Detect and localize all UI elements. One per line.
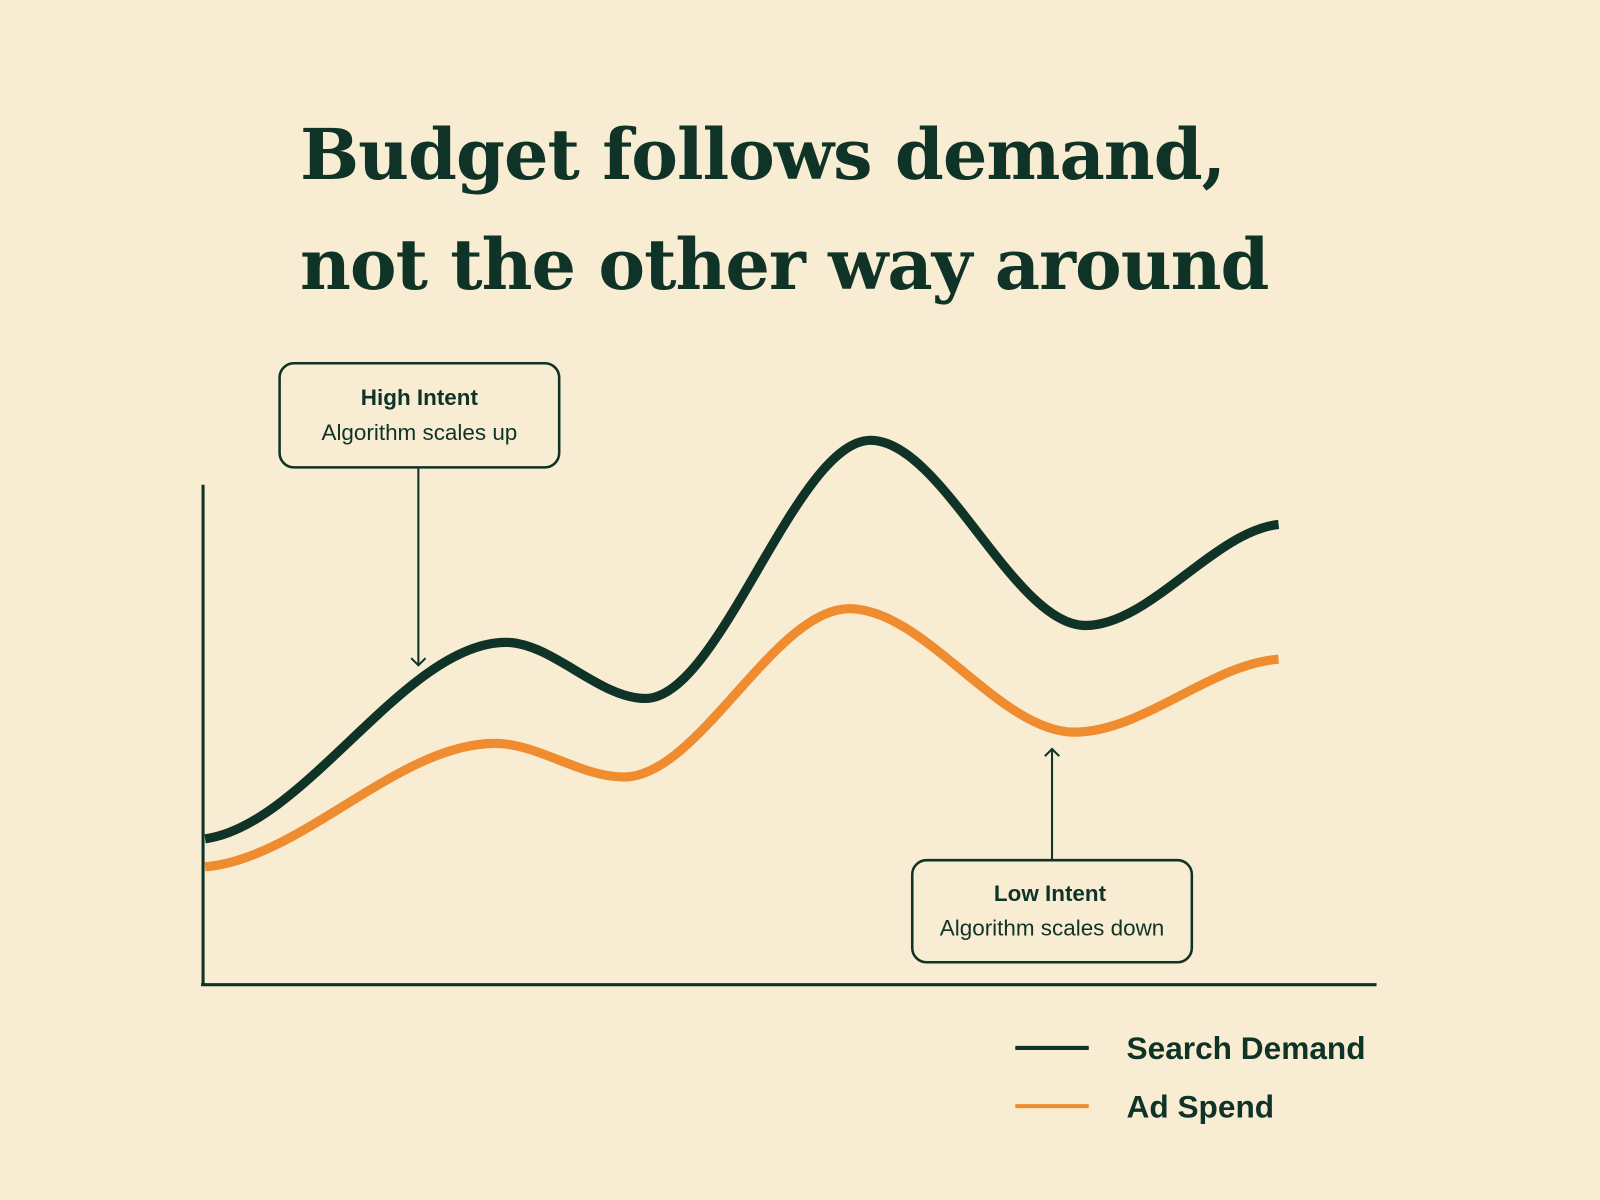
- annotation-box: [278, 361, 561, 469]
- annotation-box: [910, 858, 1194, 964]
- legend-label: Ad Spend: [1127, 1088, 1275, 1124]
- annotation: Low Intent Algorithm scales down: [910, 747, 1194, 964]
- annotation-text: Algorithm scales up: [321, 420, 517, 445]
- arrow-head: [410, 657, 427, 667]
- line-series: [204, 435, 1280, 844]
- legend: Search Demand Ad Spend: [1015, 1030, 1366, 1124]
- arrow-head: [1044, 747, 1060, 757]
- annotation-title: High Intent: [361, 385, 479, 410]
- axes: [201, 484, 1377, 987]
- line-series: [204, 604, 1279, 872]
- annotation-text: Algorithm scales down: [940, 916, 1164, 941]
- chart-title: Budget follows demand, not the other way…: [300, 113, 1269, 306]
- legend-label: Search Demand: [1127, 1030, 1366, 1066]
- annotation-title: Low Intent: [994, 881, 1107, 906]
- annotation: High Intent Algorithm scales up: [278, 361, 561, 667]
